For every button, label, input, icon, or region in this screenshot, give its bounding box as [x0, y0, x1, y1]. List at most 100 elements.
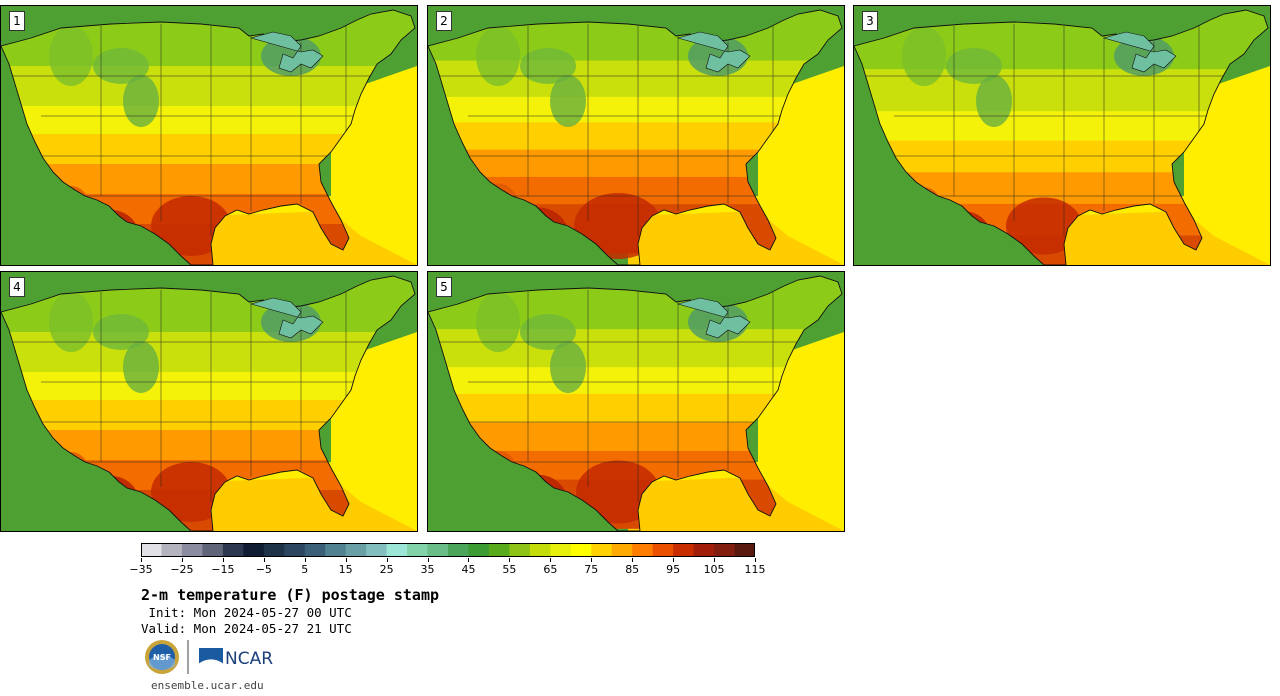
map-panel-5: 5 — [427, 271, 845, 532]
colorbar-swatch — [468, 543, 490, 557]
colorbar-swatch — [345, 543, 367, 557]
gulf-of-mexico — [628, 211, 844, 265]
state-boundaries — [428, 290, 828, 502]
state-boundaries — [1, 24, 401, 236]
colorbar-swatch — [222, 543, 244, 557]
colorbar-swatch — [673, 543, 695, 557]
colorbar-tick-label: 95 — [666, 563, 681, 576]
panel-number: 4 — [9, 277, 25, 297]
colorbar-tick-label: 25 — [379, 563, 394, 576]
colorbar-tick-label: −25 — [170, 563, 194, 576]
colorbar-swatch — [141, 543, 162, 557]
colorbar-tick — [673, 558, 675, 562]
nsf-logo: NSF — [145, 640, 179, 674]
map-panel-4: 4 — [0, 271, 418, 532]
coastline — [428, 9, 843, 265]
svg-text:NSF: NSF — [153, 653, 171, 662]
map-panel-1: 1 — [0, 5, 418, 266]
coastline — [1, 275, 416, 531]
init-time: Init: Mon 2024-05-27 00 UTC — [141, 605, 352, 620]
colorbar-tick — [304, 558, 306, 562]
colorbar-swatch — [550, 543, 572, 557]
colorbar-tick-label: 75 — [584, 563, 599, 576]
colorbar-swatch — [488, 543, 510, 557]
colorbar-swatch — [304, 543, 326, 557]
colorbar-tick-labels: −35 −25 −15 −5 5 15 25 35 45 55 65 75 85 95 105 115 — [129, 558, 766, 578]
colorbar-swatch — [202, 543, 224, 557]
colorbar-tick — [468, 558, 470, 562]
colorbar-tick-label: 15 — [338, 563, 353, 576]
gulf-of-mexico — [628, 477, 844, 531]
temperature-map — [1, 272, 417, 531]
map-panel-3: 3 — [853, 5, 1271, 266]
temperature-map — [428, 272, 844, 531]
colorbar-swatch — [386, 543, 408, 557]
colorbar-tick-label: 65 — [543, 563, 558, 576]
panel-number: 5 — [436, 277, 452, 297]
colorbar-tick-label: 115 — [744, 563, 766, 576]
colorbar-tick — [222, 558, 224, 562]
great-lakes — [1102, 31, 1177, 73]
coastline — [428, 275, 843, 531]
colorbar — [141, 543, 755, 557]
colorbar-tick-label: 85 — [625, 563, 640, 576]
great-lakes — [249, 31, 324, 73]
colorbar-tick — [755, 558, 756, 562]
panel-number: 1 — [9, 11, 25, 31]
colorbar-swatch — [734, 543, 755, 557]
temperature-map — [1, 6, 417, 265]
colorbar-tick — [509, 558, 511, 562]
footer-url: ensemble.ucar.edu — [151, 679, 264, 692]
colorbar-tick — [345, 558, 347, 562]
figure-title: 2-m temperature (F) postage stamp — [141, 586, 440, 604]
gulf-of-mexico — [1054, 211, 1270, 265]
colorbar-swatch — [611, 543, 633, 557]
colorbar-swatch — [529, 543, 551, 557]
colorbar-tick — [714, 558, 716, 562]
colorbar-tick — [591, 558, 593, 562]
great-lakes — [676, 297, 751, 339]
state-boundaries — [428, 24, 828, 236]
colorbar-tick-label: −5 — [255, 563, 272, 576]
gulf-of-mexico — [201, 211, 417, 265]
colorbar-tick — [632, 558, 634, 562]
panel-number: 2 — [436, 11, 452, 31]
colorbar-swatch — [407, 543, 429, 557]
colorbar-tick-label: 55 — [502, 563, 517, 576]
colorbar-swatch — [591, 543, 613, 557]
colorbar-swatch — [693, 543, 715, 557]
svg-text:NCAR: NCAR — [225, 649, 273, 669]
great-lakes — [249, 297, 324, 339]
colorbar-tick-label: 5 — [301, 563, 309, 576]
temperature-map — [428, 6, 844, 265]
coastline — [854, 9, 1269, 265]
colorbar-tick — [141, 558, 142, 562]
state-boundaries — [854, 24, 1254, 236]
ncar-logo: NCAR — [198, 648, 273, 669]
great-lakes — [676, 31, 751, 73]
colorbar-tick — [263, 558, 265, 562]
colorbar-swatch — [284, 543, 306, 557]
colorbar-tick — [427, 558, 429, 562]
colorbar-swatch — [632, 543, 654, 557]
colorbar-swatch — [325, 543, 347, 557]
colorbar-swatch — [448, 543, 469, 557]
colorbar-swatch — [570, 543, 592, 557]
valid-time: Valid: Mon 2024-05-27 21 UTC — [141, 621, 352, 636]
colorbar-swatch — [263, 543, 285, 557]
logos: NSF NCAR — [145, 640, 273, 674]
colorbar-swatch — [427, 543, 449, 557]
colorbar-tick-label: 45 — [461, 563, 476, 576]
coastline — [1, 9, 416, 265]
colorbar-swatch — [714, 543, 736, 557]
temperature-map — [854, 6, 1270, 265]
map-panel-2: 2 — [427, 5, 845, 266]
colorbar-swatch — [652, 543, 674, 557]
colorbar-tick-label: 105 — [703, 563, 725, 576]
colorbar-tick-label: −35 — [129, 563, 153, 576]
colorbar-tick — [550, 558, 552, 562]
colorbar-swatch — [161, 543, 183, 557]
colorbar-tick-label: 35 — [420, 563, 435, 576]
colorbar-tick-label: −15 — [211, 563, 235, 576]
colorbar-tick — [181, 558, 183, 562]
